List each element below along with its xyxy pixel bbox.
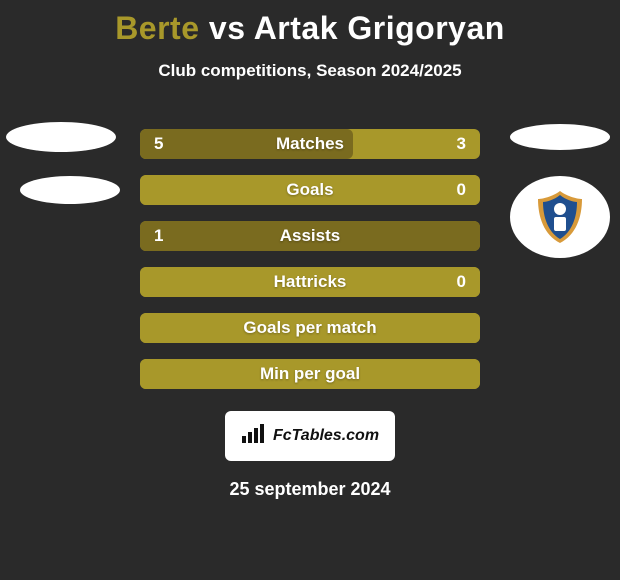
stat-row: Assists1 (0, 213, 620, 259)
stat-row: Hattricks0 (0, 259, 620, 305)
stat-bar: Goals per match (140, 313, 480, 343)
stat-row: Goals0 (0, 167, 620, 213)
stat-label: Min per goal (140, 359, 480, 389)
stat-value-right: 0 (457, 175, 466, 205)
snapshot-date: 25 september 2024 (0, 479, 620, 500)
stat-bar: Min per goal (140, 359, 480, 389)
stat-value-right: 0 (457, 267, 466, 297)
chart-icon (241, 424, 267, 449)
player1-name: Berte (115, 10, 199, 46)
stat-bar: Hattricks0 (140, 267, 480, 297)
stat-value-left: 5 (154, 129, 163, 159)
subtitle: Club competitions, Season 2024/2025 (0, 61, 620, 81)
stat-label: Hattricks (140, 267, 480, 297)
player2-name: Artak Grigoryan (254, 10, 505, 46)
attribution-badge: FcTables.com (225, 411, 395, 461)
stat-label: Goals (140, 175, 480, 205)
stat-label: Matches (140, 129, 480, 159)
stat-bar: Assists1 (140, 221, 480, 251)
stat-rows: Matches53Goals0Assists1Hattricks0Goals p… (0, 121, 620, 397)
stat-bar: Matches5 3 (140, 129, 480, 159)
stat-label: Assists (140, 221, 480, 251)
stat-row: Goals per match (0, 305, 620, 351)
stat-value-left: 1 (154, 221, 163, 251)
comparison-title: Berte vs Artak Grigoryan (0, 0, 620, 47)
stat-row: Matches5 3 (0, 121, 620, 167)
stat-row: Min per goal (0, 351, 620, 397)
stat-value-right: 3 (457, 129, 466, 159)
stat-bar: Goals0 (140, 175, 480, 205)
vs-text: vs (209, 10, 246, 46)
attribution-text: FcTables.com (273, 427, 379, 445)
stat-label: Goals per match (140, 313, 480, 343)
